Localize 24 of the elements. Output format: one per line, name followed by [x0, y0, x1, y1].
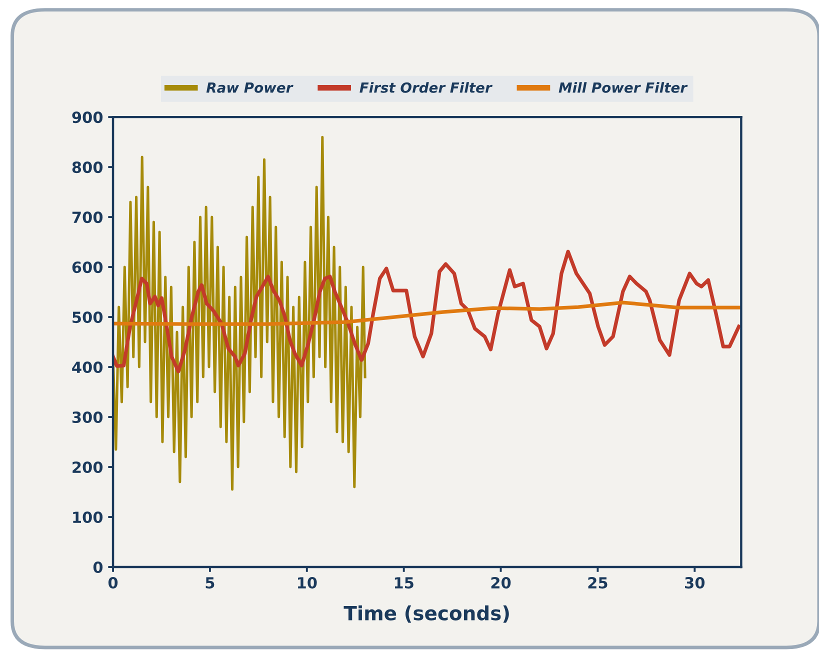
y-tick-label: 200 [72, 461, 103, 474]
x-tick-label: 0 [108, 577, 118, 589]
x-tick-label: 15 [394, 577, 414, 589]
line-series [113, 250, 741, 374]
x-tick-label: 20 [491, 577, 511, 589]
y-tick-label: 900 [72, 112, 103, 124]
y-tick-label: 0 [93, 561, 103, 574]
y-tick-label: 100 [73, 511, 103, 524]
x-tick-label: 10 [298, 577, 317, 589]
y-tick-label: 400 [72, 362, 103, 374]
line-series [113, 136, 366, 491]
x-tick-label: 30 [685, 577, 705, 589]
legend-label: First Order Filter [360, 82, 493, 93]
x-axis-title: Time (seconds) [344, 605, 509, 623]
y-tick-label: 800 [72, 162, 103, 174]
y-tick-label: 600 [72, 262, 103, 274]
legend-label: Raw Power [206, 82, 294, 93]
y-tick-label: 700 [72, 212, 103, 224]
x-tick-label: 5 [206, 577, 214, 589]
line-series [113, 300, 742, 326]
legend-label: Mill Power Filter [558, 82, 688, 93]
y-tick-label: 300 [72, 412, 103, 424]
y-tick-label: 500 [72, 312, 103, 324]
x-tick-label: 25 [588, 577, 608, 589]
